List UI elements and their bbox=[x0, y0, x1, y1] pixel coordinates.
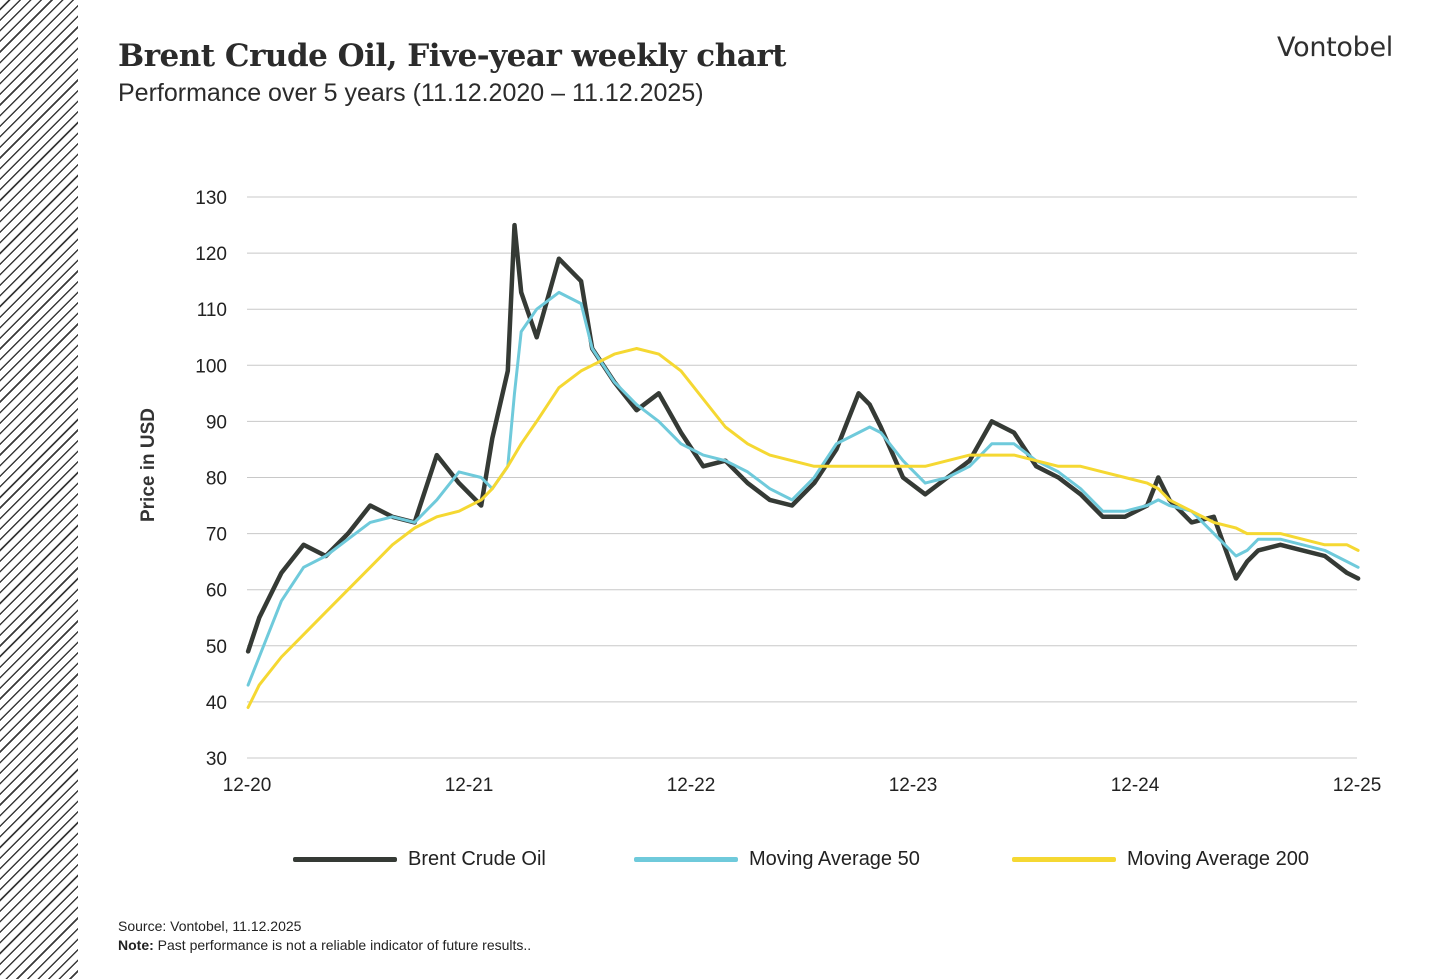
series-lines bbox=[245, 222, 1361, 709]
legend-item-brent: Brent Crude Oil bbox=[293, 848, 546, 871]
series-line-brent bbox=[245, 222, 1361, 654]
footer: Source: Vontobel, 11.12.2025 Note: Past … bbox=[118, 917, 531, 955]
legend-swatch-ma50 bbox=[634, 857, 738, 862]
chart-title: Brent Crude Oil, Five-year weekly chart bbox=[118, 38, 786, 74]
note-label: Note: bbox=[118, 937, 154, 953]
y-axis-ticks: 30 40 50 60 70 80 90 100 110 120 130 bbox=[195, 188, 227, 770]
y-axis-label: Price in USD bbox=[138, 408, 159, 522]
y-tick-label: 110 bbox=[197, 300, 227, 321]
legend-swatch-ma200 bbox=[1012, 857, 1116, 862]
x-axis-ticks: 12-20 12-21 12-22 12-23 12-24 12-25 bbox=[223, 775, 1382, 796]
x-tick-label: 12-23 bbox=[889, 775, 938, 796]
y-tick-label: 90 bbox=[206, 412, 227, 433]
series-line-ma50 bbox=[246, 290, 1360, 687]
x-tick-label: 12-24 bbox=[1111, 775, 1160, 796]
y-tick-label: 120 bbox=[195, 244, 227, 265]
y-tick-label: 100 bbox=[195, 356, 227, 377]
chart-subtitle: Performance over 5 years (11.12.2020 – 1… bbox=[118, 79, 704, 107]
y-tick-label: 50 bbox=[206, 637, 227, 658]
y-tick-label: 130 bbox=[195, 188, 227, 209]
legend-item-ma200: Moving Average 200 bbox=[1012, 848, 1309, 871]
x-tick-label: 12-25 bbox=[1333, 775, 1382, 796]
legend-swatch-brent bbox=[293, 857, 397, 862]
y-tick-label: 70 bbox=[206, 525, 227, 546]
brand-logo: Vontobel bbox=[1277, 32, 1393, 63]
y-tick-label: 40 bbox=[206, 693, 227, 714]
hatch-decoration bbox=[0, 0, 78, 979]
y-tick-label: 60 bbox=[206, 581, 227, 602]
x-tick-label: 12-21 bbox=[445, 775, 494, 796]
legend-label-brent: Brent Crude Oil bbox=[408, 848, 546, 870]
legend-label-ma200: Moving Average 200 bbox=[1127, 848, 1309, 870]
chart-legend: Brent Crude Oil Moving Average 50 Moving… bbox=[0, 848, 1435, 878]
legend-item-ma50: Moving Average 50 bbox=[634, 848, 920, 871]
note-text: Past performance is not a reliable indic… bbox=[153, 937, 532, 953]
y-tick-label: 30 bbox=[206, 749, 227, 770]
source-text: Source: Vontobel, 11.12.2025 bbox=[118, 918, 302, 934]
disclaimer: Note: Past performance is not a reliable… bbox=[118, 936, 531, 955]
x-tick-label: 12-22 bbox=[667, 775, 716, 796]
y-tick-label: 80 bbox=[206, 469, 227, 490]
series-line-ma200 bbox=[246, 347, 1360, 709]
legend-label-ma50: Moving Average 50 bbox=[749, 848, 920, 870]
gridlines bbox=[247, 196, 1357, 759]
x-tick-label: 12-20 bbox=[223, 775, 272, 796]
